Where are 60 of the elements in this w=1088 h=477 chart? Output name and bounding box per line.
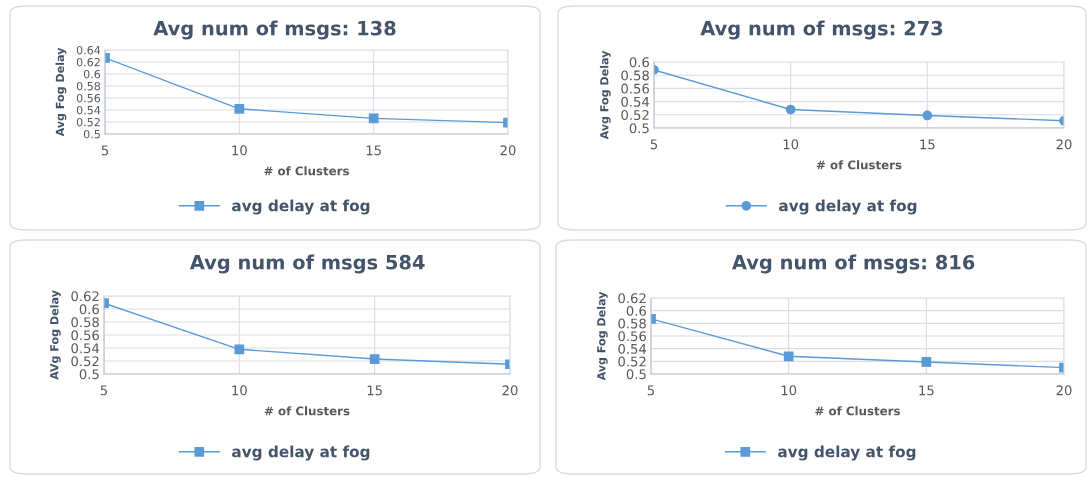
x-axis-title: # of Clusters [815, 406, 900, 416]
chart-title: Avg num of msgs: 138 [153, 20, 396, 40]
y-tick-label: 0.56 [621, 83, 649, 94]
y-axis-title: AVg Fog Delay [49, 290, 61, 380]
y-tick-label: 0.52 [71, 356, 99, 367]
y-axis-title: Avg Fog Delay [596, 291, 608, 381]
legend-label: avg delay at fog [779, 199, 917, 215]
y-tick-label: 0.6 [79, 304, 99, 315]
x-axis-title: # of Clusters [264, 166, 349, 176]
y-tick-label: 0.52 [621, 110, 649, 120]
y-tick-label: 0.52 [76, 117, 100, 127]
x-tick-label: 15 [919, 385, 934, 396]
y-tick-label: 0.62 [71, 291, 99, 302]
y-tick-label: 0.5 [79, 369, 99, 380]
y-tick-label: 0.54 [621, 96, 650, 107]
x-tick-label: 15 [920, 139, 935, 150]
x-tick-label: 10 [781, 385, 797, 396]
y-tick-label: 0.58 [618, 318, 646, 329]
y-tick-label: 0.5 [629, 123, 649, 134]
legend-label: avg delay at fog [232, 199, 370, 215]
y-tick-label: 0.54 [618, 343, 647, 354]
x-axis-title: # of Clusters [816, 160, 902, 170]
x-tick-label: 20 [502, 385, 518, 396]
x-tick-label: 20 [1056, 385, 1072, 396]
chart-title: Avg num of msgs 584 [189, 254, 425, 274]
x-tick-label: 15 [367, 385, 382, 396]
x-tick-label: 20 [1056, 139, 1072, 150]
x-tick-label: 20 [500, 145, 516, 156]
x-tick-label: 5 [647, 385, 655, 396]
y-tick-label: 0.6 [83, 69, 101, 79]
legend-label: avg delay at fog [232, 445, 370, 461]
y-tick-label: 0.62 [76, 57, 100, 67]
legend-label: avg delay at fog [778, 445, 916, 461]
x-tick-label: 15 [366, 145, 381, 156]
x-tick-label: 10 [232, 145, 247, 156]
y-tick-label: 0.58 [76, 81, 101, 91]
x-tick-label: 5 [650, 139, 658, 150]
x-tick-label: 10 [783, 139, 799, 150]
x-tick-label: 5 [101, 145, 109, 156]
y-axis-title: Avg Fog Delay [55, 47, 67, 137]
y-tick-label: 0.62 [618, 293, 646, 304]
x-axis-title: # of Clusters [264, 406, 350, 416]
y-tick-label: 0.58 [621, 70, 649, 81]
chart-title: Avg num of msgs: 273 [700, 20, 943, 40]
y-axis-title: Avg Fog Delay [599, 50, 611, 140]
y-tick-label: 0.5 [626, 369, 646, 380]
y-tick-label: 0.52 [618, 356, 646, 367]
y-tick-label: 0.5 [83, 129, 100, 139]
chart-title: Avg num of msgs: 816 [732, 254, 975, 274]
x-tick-label: 10 [232, 385, 247, 396]
x-tick-label: 5 [100, 385, 108, 396]
y-tick-label: 0.64 [76, 45, 101, 55]
y-tick-label: 0.6 [626, 305, 646, 316]
y-tick-label: 0.54 [76, 105, 101, 115]
y-tick-label: 0.56 [618, 331, 646, 342]
y-tick-label: 0.58 [71, 317, 99, 328]
y-tick-label: 0.56 [71, 330, 99, 341]
y-tick-label: 0.6 [629, 57, 649, 68]
y-tick-label: 0.56 [76, 93, 101, 103]
y-tick-label: 0.54 [71, 343, 100, 354]
